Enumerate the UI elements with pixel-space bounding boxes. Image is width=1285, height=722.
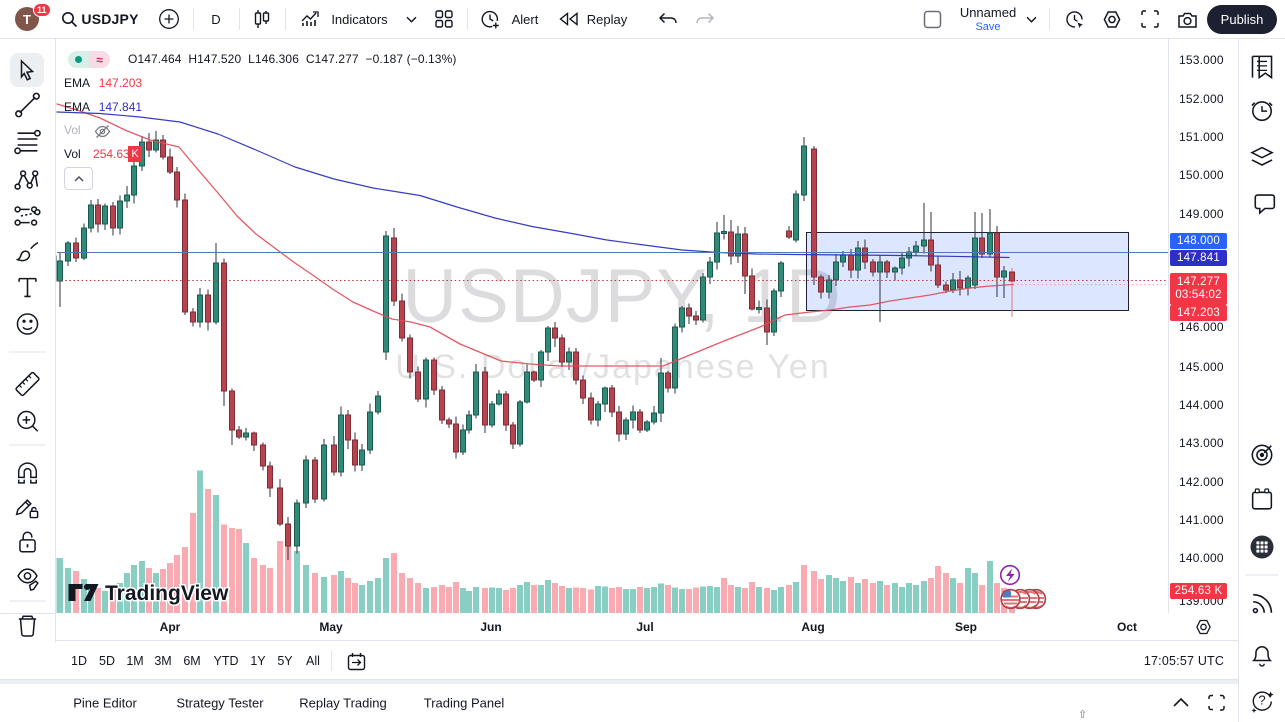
svg-text:TradingView: TradingView — [105, 582, 229, 605]
svg-text:U.S. Dollar/Japanese Yen: U.S. Dollar/Japanese Yen — [395, 348, 830, 386]
svg-text:?: ? — [1258, 693, 1265, 708]
